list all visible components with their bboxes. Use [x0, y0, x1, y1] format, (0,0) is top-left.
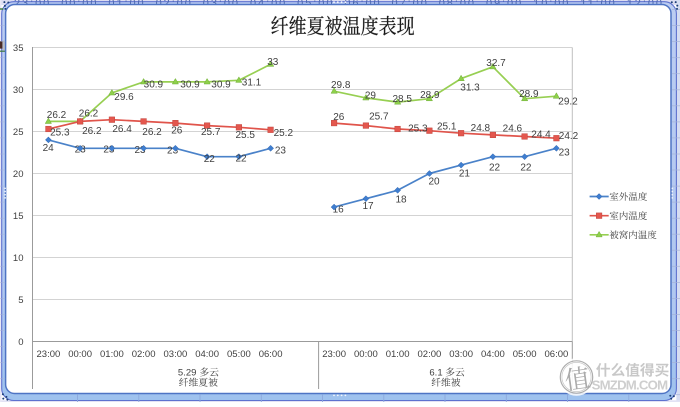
svg-text:23:00: 23:00	[37, 349, 61, 360]
svg-text:24.2: 24.2	[559, 131, 579, 142]
svg-text:25.7: 25.7	[201, 127, 221, 138]
svg-text:16: 16	[333, 204, 345, 215]
svg-text:04:00: 04:00	[195, 349, 219, 360]
svg-text:06:00: 06:00	[259, 349, 283, 360]
svg-text:22: 22	[204, 154, 216, 165]
svg-text:25.1: 25.1	[437, 122, 457, 133]
svg-text:04:00: 04:00	[481, 349, 505, 360]
svg-text:28.5: 28.5	[392, 94, 412, 105]
svg-text:25.3: 25.3	[408, 124, 428, 135]
svg-text:22: 22	[489, 162, 501, 173]
svg-text:23: 23	[134, 145, 146, 156]
svg-text:0: 0	[18, 337, 23, 348]
svg-text:23: 23	[275, 145, 287, 156]
svg-text:02:00: 02:00	[132, 349, 156, 360]
svg-text:5: 5	[18, 295, 23, 306]
svg-text:5.29: 5.29	[178, 368, 197, 379]
svg-text:28.9: 28.9	[519, 89, 539, 100]
svg-text:20: 20	[428, 176, 440, 187]
svg-text:29.2: 29.2	[558, 96, 578, 107]
svg-text:25.3: 25.3	[50, 128, 70, 139]
svg-text:26.2: 26.2	[142, 127, 162, 138]
svg-text:26.2: 26.2	[79, 108, 99, 119]
svg-text:31.3: 31.3	[460, 83, 480, 94]
svg-text:25.2: 25.2	[274, 128, 294, 139]
svg-text:31.1: 31.1	[242, 78, 262, 89]
svg-text:32.7: 32.7	[486, 58, 506, 69]
svg-text:22: 22	[235, 154, 247, 165]
svg-text:29.6: 29.6	[114, 92, 134, 103]
svg-text:24.4: 24.4	[531, 130, 551, 141]
svg-text:05:00: 05:00	[227, 349, 251, 360]
svg-text:24: 24	[43, 143, 55, 154]
svg-text:26: 26	[333, 112, 345, 123]
svg-text:10: 10	[13, 253, 24, 264]
svg-text:26: 26	[171, 125, 183, 136]
svg-text:25: 25	[13, 127, 24, 138]
svg-text:17: 17	[362, 201, 374, 212]
svg-text:15: 15	[13, 211, 24, 222]
svg-text:06:00: 06:00	[545, 349, 569, 360]
svg-text:05:00: 05:00	[513, 349, 537, 360]
svg-text:01:00: 01:00	[386, 349, 410, 360]
svg-text:02:00: 02:00	[418, 349, 442, 360]
svg-text:29: 29	[365, 91, 377, 102]
svg-text:26.2: 26.2	[47, 110, 67, 121]
svg-text:00:00: 00:00	[68, 349, 92, 360]
svg-text:26.4: 26.4	[112, 124, 132, 135]
svg-text:26.2: 26.2	[82, 126, 102, 137]
svg-text:SMZDM.COM: SMZDM.COM	[592, 378, 669, 393]
svg-text:30.9: 30.9	[211, 80, 231, 91]
svg-text:25.5: 25.5	[235, 130, 255, 141]
svg-text:03:00: 03:00	[164, 349, 188, 360]
svg-text:24.6: 24.6	[503, 124, 523, 135]
svg-text:23:00: 23:00	[322, 349, 346, 360]
svg-text:29.8: 29.8	[331, 80, 351, 91]
svg-text:03:00: 03:00	[449, 349, 473, 360]
svg-text:21: 21	[459, 169, 471, 180]
svg-text:30.9: 30.9	[180, 80, 200, 91]
svg-text:23: 23	[103, 145, 115, 156]
svg-text:6.1: 6.1	[429, 368, 442, 379]
svg-text:20: 20	[13, 169, 24, 180]
svg-text:30: 30	[13, 85, 24, 96]
svg-text:23: 23	[559, 148, 571, 159]
svg-text:35: 35	[13, 43, 24, 54]
svg-text:01:00: 01:00	[100, 349, 124, 360]
svg-text:30.9: 30.9	[144, 80, 164, 91]
svg-text:33: 33	[267, 57, 279, 68]
svg-text:18: 18	[395, 195, 407, 206]
svg-text:00:00: 00:00	[354, 349, 378, 360]
svg-text:28.9: 28.9	[420, 90, 440, 101]
svg-text:SMZDM.COM: SMZDM.COM	[592, 378, 669, 393]
svg-text:22: 22	[520, 162, 532, 173]
svg-text:23: 23	[167, 146, 179, 157]
svg-text:24.8: 24.8	[471, 123, 491, 134]
svg-text:25.7: 25.7	[369, 111, 389, 122]
